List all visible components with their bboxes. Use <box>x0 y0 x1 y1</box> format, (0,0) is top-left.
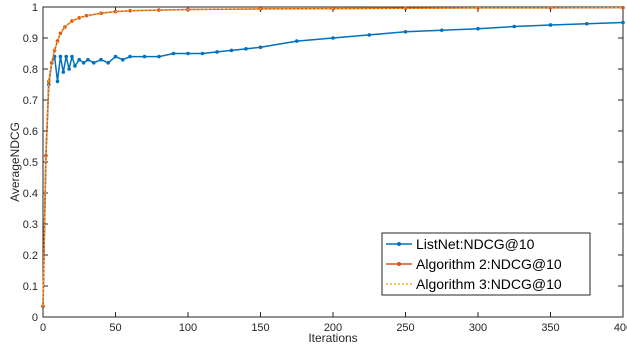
data-point <box>244 47 248 51</box>
series-line <box>42 21 624 307</box>
y-tick-label: 0.4 <box>23 188 38 200</box>
data-point <box>113 54 118 59</box>
x-tick-label: 50 <box>109 322 121 334</box>
legend-box <box>381 232 591 296</box>
data-point <box>91 61 96 65</box>
series-0 <box>41 20 625 308</box>
data-point <box>77 57 82 62</box>
data-point <box>229 48 234 53</box>
data-point <box>120 57 125 62</box>
data-point <box>403 6 408 11</box>
data-point <box>41 304 45 308</box>
data-point <box>81 61 86 65</box>
data-point <box>99 57 103 62</box>
data-point <box>512 24 517 29</box>
x-tick-label: 100 <box>179 322 197 334</box>
data-point <box>548 6 553 10</box>
data-point <box>77 16 82 20</box>
x-tick-label: 0 <box>40 322 46 334</box>
data-point <box>157 8 161 12</box>
data-point <box>106 61 111 65</box>
x-tick-label: 150 <box>251 322 269 334</box>
data-point <box>331 36 335 40</box>
data-point <box>49 61 54 65</box>
y-tick-label: 0.3 <box>23 219 38 231</box>
data-point <box>142 54 147 59</box>
y-tick-label: 0.5 <box>23 157 38 169</box>
data-point <box>64 54 68 59</box>
data-point <box>157 54 161 59</box>
x-tick-label: 300 <box>469 322 487 334</box>
data-point <box>128 54 132 59</box>
data-point <box>58 54 63 59</box>
legend-marker <box>397 242 401 246</box>
data-point <box>215 50 219 54</box>
series-layer <box>41 5 625 308</box>
data-point <box>621 20 625 25</box>
data-point <box>70 54 74 59</box>
y-tick-label: 0.8 <box>23 64 38 76</box>
x-axis-title: Iterations <box>308 331 357 345</box>
data-point <box>73 64 77 68</box>
y-tick-label: 0.1 <box>23 281 38 293</box>
data-point <box>55 79 60 84</box>
x-tick-label: 400 <box>614 322 627 334</box>
y-tick-label: 0.9 <box>23 33 38 45</box>
y-axis: 0 0.1 0.2 0.3 0.4 0.5 0.6 0.7 0.8 0.9 1 <box>23 2 623 324</box>
data-point <box>584 21 589 26</box>
data-point <box>476 6 480 10</box>
data-point <box>476 26 480 31</box>
data-point <box>439 28 444 33</box>
y-tick-label: 1 <box>32 2 38 14</box>
data-point <box>67 67 71 71</box>
legend-label: ListNet:NDCG@10 <box>416 236 535 252</box>
series-line <box>42 6 624 307</box>
x-tick-label: 250 <box>396 322 414 334</box>
y-tick-label: 0 <box>32 312 38 324</box>
data-point <box>200 51 205 56</box>
data-point <box>61 70 66 74</box>
legend: ListNet:NDCG@10 Algorithm 2:NDCG@10 Algori… <box>381 232 591 296</box>
legend-label: Algorithm 3:NDCG@10 <box>416 276 562 292</box>
data-point <box>258 45 263 50</box>
data-point <box>403 30 408 34</box>
data-point <box>621 5 625 10</box>
y-tick-label: 0.7 <box>23 95 38 107</box>
data-point <box>294 39 299 43</box>
data-point <box>44 154 48 158</box>
x-tick-label: 200 <box>324 322 342 334</box>
data-point <box>171 51 176 56</box>
legend-marker <box>397 262 401 266</box>
data-point <box>367 33 372 37</box>
y-tick-label: 0.6 <box>23 126 38 138</box>
x-tick-label: 350 <box>541 322 559 334</box>
y-tick-label: 0.2 <box>23 250 38 262</box>
data-point <box>128 8 132 13</box>
y-axis-title: AverageNDCG <box>8 122 22 202</box>
legend-label: Algorithm 2:NDCG@10 <box>416 256 562 272</box>
series-2 <box>42 6 624 307</box>
data-point <box>86 57 90 62</box>
data-point <box>548 23 553 27</box>
data-point <box>186 51 190 56</box>
